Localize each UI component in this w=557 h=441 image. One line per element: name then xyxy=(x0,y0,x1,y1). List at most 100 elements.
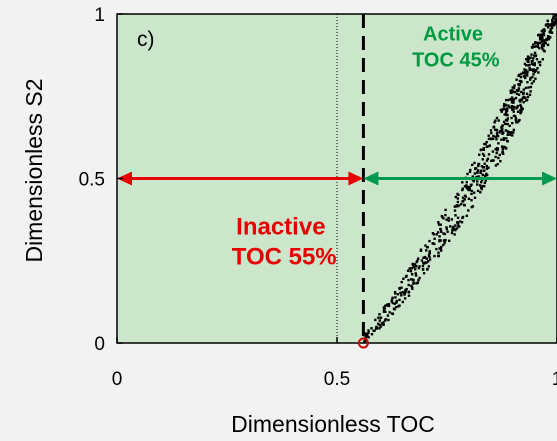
scatter-point xyxy=(419,248,423,251)
scatter-point xyxy=(436,231,440,234)
scatter-point xyxy=(525,64,528,67)
scatter-point xyxy=(514,117,518,120)
scatter-point xyxy=(530,82,534,85)
scatter-point xyxy=(483,185,486,188)
scatter-point xyxy=(456,192,459,196)
scatter-point xyxy=(505,110,508,114)
scatter-point xyxy=(395,301,398,304)
scatter-point xyxy=(544,24,548,27)
scatter-point xyxy=(491,159,494,162)
scatter-point xyxy=(363,334,366,337)
scatter-point xyxy=(443,241,446,245)
scatter-point xyxy=(477,162,480,166)
scatter-point xyxy=(465,184,468,187)
scatter-point xyxy=(506,122,509,126)
scatter-point xyxy=(510,91,513,94)
scatter-point xyxy=(437,251,440,254)
scatter-point xyxy=(492,126,495,129)
scatter-point xyxy=(507,104,510,107)
scatter-point xyxy=(523,68,526,71)
scatter-point xyxy=(502,152,505,155)
scatter-point xyxy=(460,203,463,206)
scatter-point xyxy=(479,191,482,194)
scatter-point xyxy=(394,296,397,299)
scatter-point xyxy=(535,68,538,72)
scatter-point xyxy=(404,290,407,294)
scatter-point xyxy=(463,203,466,207)
scatter-point xyxy=(474,167,478,170)
scatter-point xyxy=(532,43,535,46)
scatter-point xyxy=(444,213,447,217)
scatter-point xyxy=(439,247,443,251)
scatter-point xyxy=(532,69,535,73)
scatter-point xyxy=(525,58,528,61)
scatter-point xyxy=(431,242,435,245)
scatter-point xyxy=(546,22,550,26)
scatter-point xyxy=(483,162,486,165)
scatter-point xyxy=(457,204,461,207)
scatter-point xyxy=(512,110,515,113)
scatter-point xyxy=(498,153,501,157)
scatter-point xyxy=(509,133,512,136)
scatter-point xyxy=(478,184,482,187)
scatter-point xyxy=(501,131,505,134)
scatter-point xyxy=(542,28,546,31)
scatter-point xyxy=(486,157,490,160)
scatter-point xyxy=(477,164,480,168)
scatter-point xyxy=(496,134,499,137)
scatter-point xyxy=(444,208,447,212)
scatter-point xyxy=(382,306,386,309)
scatter-point xyxy=(480,165,484,168)
x-tick-label: 1 xyxy=(552,369,557,390)
scatter-point xyxy=(541,37,544,40)
scatter-point xyxy=(425,257,428,260)
scatter-point xyxy=(440,230,443,233)
scatter-point xyxy=(515,121,518,124)
x-tick-label: 0.5 xyxy=(324,369,350,390)
scatter-point xyxy=(379,316,383,319)
scatter-point xyxy=(498,131,501,134)
scatter-point xyxy=(552,24,556,27)
scatter-point xyxy=(399,291,402,295)
scatter-point xyxy=(485,145,488,148)
scatter-point xyxy=(435,247,438,251)
scatter-point xyxy=(520,80,523,83)
scatter-point xyxy=(490,131,493,135)
scatter-point xyxy=(512,86,516,90)
scatter-point xyxy=(513,84,516,87)
scatter-point xyxy=(453,233,456,236)
scatter-point xyxy=(449,225,452,228)
scatter-point xyxy=(396,293,400,296)
scatter-point xyxy=(450,218,453,221)
scatter-point xyxy=(529,78,532,81)
scatter-point xyxy=(529,90,532,93)
active-toc-annotation: Active TOC 45% xyxy=(412,23,500,71)
scatter-point xyxy=(500,110,503,113)
scatter-point xyxy=(461,187,464,190)
scatter-point xyxy=(497,142,500,145)
scatter-point xyxy=(510,116,513,120)
scatter-point xyxy=(476,171,479,174)
scatter-point xyxy=(505,147,508,150)
scatter-point xyxy=(495,116,499,120)
scatter-point xyxy=(415,260,418,264)
scatter-point xyxy=(513,105,516,109)
scatter-point xyxy=(364,339,367,342)
inactive-annotation-line-2: TOC 55% xyxy=(232,244,337,271)
scatter-point xyxy=(445,226,448,229)
scatter-point xyxy=(431,232,435,235)
scatter-point xyxy=(428,252,431,255)
inactive-annotation-line-1: Inactive xyxy=(236,214,325,241)
scatter-point xyxy=(534,42,537,45)
scatter-point xyxy=(439,239,442,242)
scatter-point xyxy=(523,72,526,75)
scatter-point xyxy=(470,199,473,202)
scatter-point xyxy=(504,122,507,126)
scatter-point xyxy=(533,62,536,65)
scatter-point xyxy=(535,45,538,48)
scatter-point xyxy=(500,138,503,141)
scatter-point xyxy=(543,50,546,53)
scatter-point xyxy=(526,55,530,58)
scatter-point xyxy=(533,45,536,48)
